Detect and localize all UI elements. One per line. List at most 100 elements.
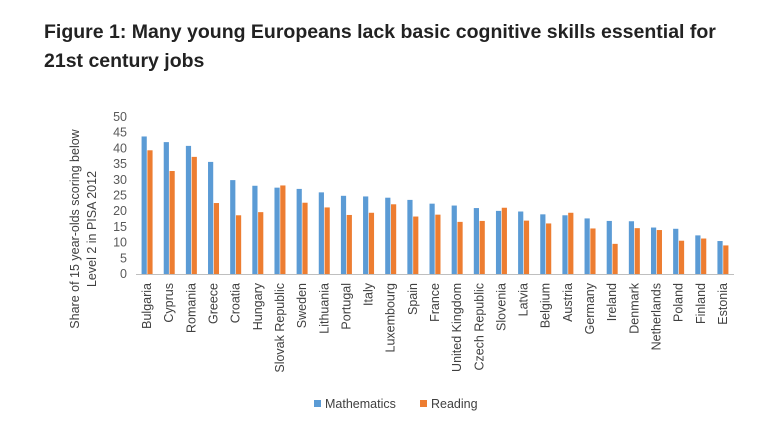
bar-reading — [368, 212, 375, 274]
x-tick-label: Netherlands — [649, 283, 663, 350]
bar-mathematics — [628, 221, 635, 274]
bar-mathematics — [650, 227, 657, 274]
x-tick-label: Ireland — [605, 283, 619, 321]
bar-mathematics — [695, 235, 701, 274]
bar-mathematics — [163, 142, 169, 274]
bar-reading — [324, 207, 330, 274]
x-tick-label: France — [428, 283, 442, 322]
bar-reading — [501, 207, 507, 274]
bar-mathematics — [717, 241, 723, 274]
bar-mathematics — [451, 205, 457, 274]
x-tick-label: Estonia — [716, 283, 730, 325]
x-tick-label: Luxembourg — [384, 283, 398, 353]
bar-reading — [590, 228, 596, 274]
bar-reading — [678, 240, 685, 274]
x-tick-label: Czech Republic — [472, 283, 486, 371]
bar-mathematics — [562, 215, 568, 274]
bar-mathematics — [141, 136, 147, 274]
x-tick-label: Croatia — [229, 283, 243, 323]
bar-reading — [723, 245, 729, 274]
bar-reading — [568, 212, 574, 274]
x-tick-label: Sweden — [295, 283, 309, 328]
bar-reading — [346, 214, 352, 274]
bar-mathematics — [274, 187, 280, 274]
y-tick-label: 45 — [113, 126, 127, 140]
legend-label-mathematics: Mathematics — [325, 397, 396, 411]
bar-mathematics — [495, 210, 502, 274]
x-tick-label: Spain — [406, 283, 420, 315]
bar-mathematics — [318, 192, 324, 274]
bar-mathematics — [185, 145, 192, 274]
legend-swatch-reading — [420, 400, 427, 407]
y-tick-label: 15 — [113, 220, 127, 234]
bar-reading — [612, 243, 618, 274]
bar-reading — [634, 228, 640, 274]
x-tick-label: Belgium — [539, 283, 553, 328]
bar-mathematics — [208, 161, 214, 274]
bar-mathematics — [673, 228, 679, 274]
bar-mathematics — [473, 208, 479, 274]
bar-mathematics — [429, 203, 435, 274]
title-line-1: Figure 1: Many young Europeans lack basi… — [44, 21, 716, 43]
y-axis-label-line-2: Level 2 in PISA 2012 — [85, 171, 99, 287]
bar-mathematics — [606, 220, 612, 274]
y-tick-label: 40 — [113, 141, 127, 155]
bar-reading — [235, 215, 242, 274]
legend-label-reading: Reading — [431, 397, 478, 411]
x-tick-label: United Kingdom — [450, 283, 464, 372]
x-tick-label: Cyprus — [162, 283, 176, 323]
bar-reading — [213, 203, 220, 274]
bar-reading — [147, 150, 153, 274]
y-tick-label: 35 — [113, 157, 127, 171]
bar-mathematics — [584, 218, 590, 274]
x-tick-label: Romania — [184, 283, 198, 333]
chart-title: Figure 1: Many young Europeans lack basi… — [44, 18, 764, 76]
bar-reading — [546, 223, 552, 274]
title-line-2: 21st century jobs — [44, 50, 205, 72]
x-tick-label: Finland — [694, 283, 708, 324]
bar-reading — [258, 212, 264, 274]
y-tick-label: 5 — [120, 251, 127, 265]
bar-reading — [391, 204, 397, 274]
x-tick-label: Hungary — [251, 282, 265, 330]
x-tick-label: Slovenia — [494, 283, 508, 331]
bar-reading — [191, 156, 197, 274]
bar-mathematics — [363, 196, 369, 274]
x-tick-label: Bulgaria — [140, 283, 154, 329]
y-tick-label: 0 — [120, 267, 127, 281]
bar-reading — [280, 185, 286, 274]
x-tick-label: Lithuania — [317, 283, 331, 334]
bar-reading — [413, 216, 419, 274]
y-tick-label: 30 — [113, 173, 127, 187]
bar-mathematics — [540, 214, 546, 274]
x-tick-label: Latvia — [517, 283, 531, 316]
bar-reading — [656, 230, 662, 274]
bar-mathematics — [340, 195, 347, 274]
bar-reading — [302, 202, 308, 274]
bar-reading — [479, 220, 485, 274]
bar-mathematics — [230, 180, 236, 274]
y-axis-label-line-1: Share of 15 year-olds scoring below — [68, 128, 82, 328]
x-tick-label: Slovak Republic — [273, 283, 287, 373]
legend-swatch-mathematics — [314, 400, 321, 407]
bar-reading — [169, 171, 175, 274]
bar-reading — [457, 221, 463, 274]
bar-reading — [701, 238, 707, 274]
bar-mathematics — [407, 199, 413, 274]
bar-mathematics — [252, 185, 258, 274]
x-tick-label: Denmark — [627, 282, 641, 333]
bar-mathematics — [296, 188, 302, 274]
x-tick-label: Italy — [362, 282, 376, 306]
x-tick-label: Poland — [672, 283, 686, 322]
bar-mathematics — [385, 197, 391, 274]
y-tick-label: 10 — [113, 236, 127, 250]
bar-reading — [435, 214, 441, 274]
bar-reading — [523, 220, 530, 274]
x-tick-label: Greece — [207, 283, 221, 324]
y-tick-label: 25 — [113, 189, 127, 203]
x-tick-label: Portugal — [339, 283, 353, 330]
y-tick-label: 20 — [113, 204, 127, 218]
x-tick-label: Germany — [583, 282, 597, 334]
x-tick-label: Austria — [561, 283, 575, 322]
